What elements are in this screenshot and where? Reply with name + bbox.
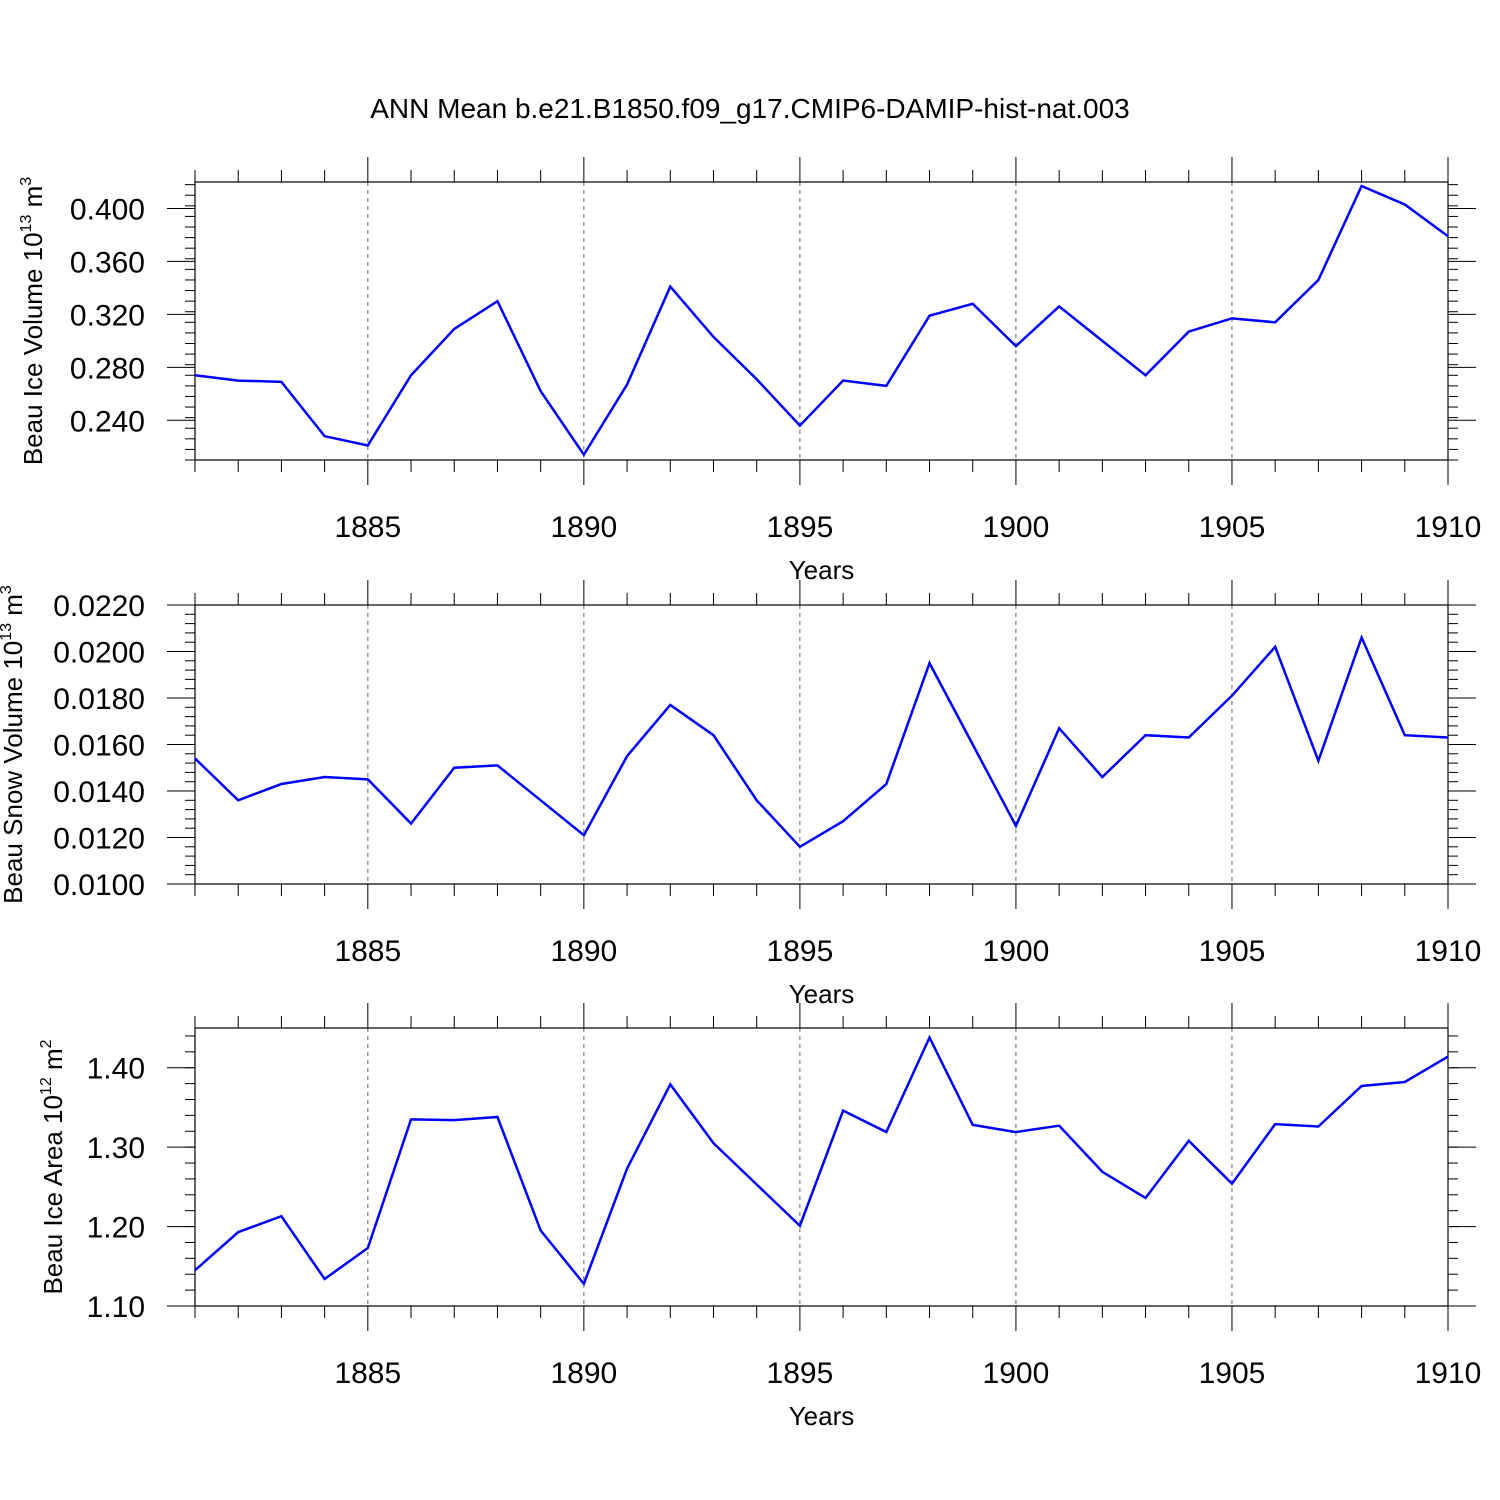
chart-title: ANN Mean b.e21.B1850.f09_g17.CMIP6-DAMIP… xyxy=(370,93,1130,124)
y-tick-label: 0.360 xyxy=(70,246,145,279)
y-axis-title: Beau Ice Volume 1013 m3 xyxy=(18,177,48,465)
y-tick-label: 0.0220 xyxy=(53,590,145,623)
x-tick-label: 1885 xyxy=(334,1357,401,1390)
x-tick-label: 1895 xyxy=(767,511,834,544)
x-tick-label: 1895 xyxy=(767,1357,834,1390)
y-tick-label: 0.0200 xyxy=(53,637,145,670)
x-tick-label: 1885 xyxy=(334,511,401,544)
y-tick-label: 0.0180 xyxy=(53,683,145,716)
x-tick-label: 1900 xyxy=(983,511,1050,544)
y-tick-label: 0.0120 xyxy=(53,823,145,856)
series-line xyxy=(194,1034,1449,1287)
y-axis-title: Beau Snow Volume 1013 m3 xyxy=(0,585,28,904)
x-tick-label: 1910 xyxy=(1415,511,1482,544)
x-tick-label: 1905 xyxy=(1199,1357,1266,1390)
y-tick-label: 1.40 xyxy=(87,1053,145,1086)
x-tick-label: 1890 xyxy=(550,1357,617,1390)
y-tick-label: 0.400 xyxy=(70,193,145,226)
panel-ice-volume: 0.240 0.280 0.320 0.360 0.400 1885 1890 1895 190… xyxy=(18,157,1481,585)
series-line xyxy=(194,634,1449,849)
x-tick-label: 1910 xyxy=(1415,1357,1482,1390)
x-axis-title: Years xyxy=(789,979,855,1009)
y-tick-label: 1.30 xyxy=(87,1132,145,1165)
x-tick-label: 1910 xyxy=(1415,935,1482,968)
y-tick-label: 0.0160 xyxy=(53,730,145,763)
x-axis-title: Years xyxy=(789,1401,855,1431)
x-tick-label: 1900 xyxy=(983,935,1050,968)
x-axis-title: Years xyxy=(789,555,855,585)
x-tick-label: 1905 xyxy=(1199,935,1266,968)
y-tick-label: 0.0140 xyxy=(53,776,145,809)
x-tick-label: 1890 xyxy=(550,935,617,968)
y-tick-label: 0.240 xyxy=(70,405,145,438)
y-tick-label: 0.280 xyxy=(70,352,145,385)
y-tick-label: 1.20 xyxy=(87,1212,145,1245)
plot-frame xyxy=(194,604,1449,885)
x-tick-label: 1905 xyxy=(1199,511,1266,544)
x-tick-label: 1885 xyxy=(334,935,401,968)
x-tick-label: 1900 xyxy=(983,1357,1050,1390)
plot-frame xyxy=(194,1027,1449,1307)
y-axis-title: Beau Ice Area 1012 m2 xyxy=(38,1039,68,1294)
x-tick-label: 1895 xyxy=(767,935,834,968)
y-tick-label: 0.320 xyxy=(70,299,145,332)
panel-ice-area: 1.10 1.20 1.30 1.40 1885 1890 1895 1900 1905 1910… xyxy=(38,1003,1481,1431)
series-line xyxy=(194,184,1449,457)
panel-snow-volume: 0.0100 0.0120 0.0140 0.0160 0.0180 0.0200 0.02… xyxy=(0,580,1481,1009)
plot-frame xyxy=(194,181,1449,461)
y-tick-label: 1.10 xyxy=(87,1291,145,1324)
x-tick-label: 1890 xyxy=(550,511,617,544)
y-tick-label: 0.0100 xyxy=(53,869,145,902)
